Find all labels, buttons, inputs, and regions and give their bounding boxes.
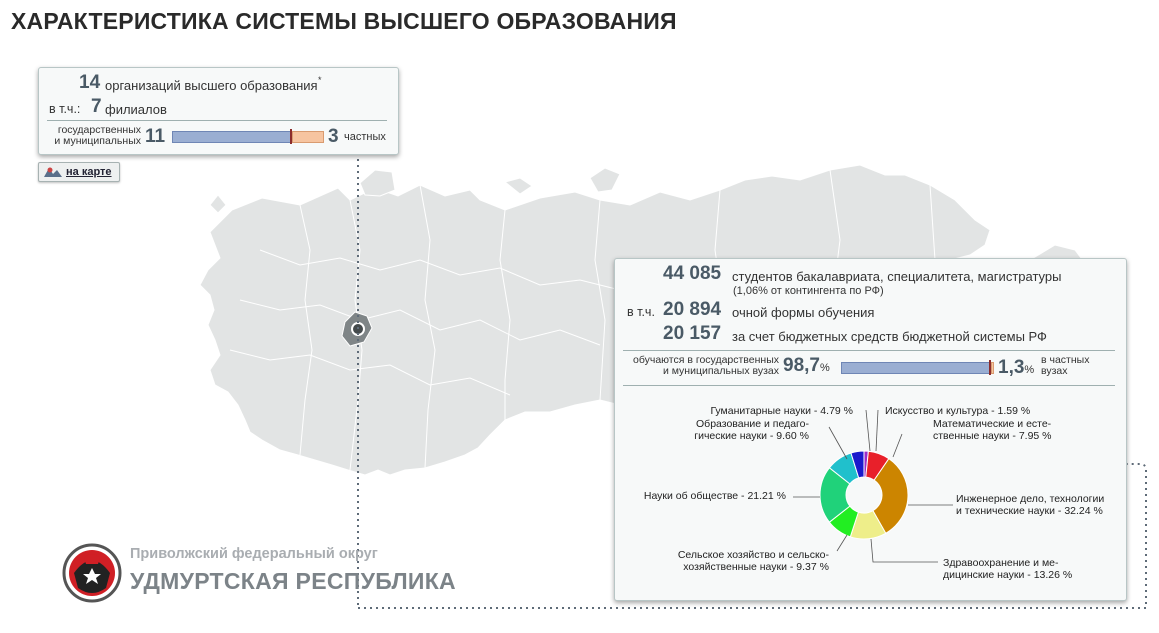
private-share-bar [292,131,324,143]
branches-text: филиалов [105,102,167,117]
private-label: частных [344,131,386,143]
students-share-text: (1,06% от контингента по РФ) [733,285,884,297]
budget-text: за счет бюджетных средств бюджетной сист… [732,329,1047,344]
map-icon [44,167,62,177]
share-divider [290,129,292,144]
fulltime-count: 20 894 [663,299,722,320]
page-title: ХАРАКТЕРИСТИКА СИСТЕМЫ ВЫСШЕГО ОБРАЗОВАН… [11,8,677,34]
region-name: УДМУРТСКАЯ РЕСПУБЛИКА [130,568,456,594]
slice-label-arts: Искусство и культура - 1.59 % [885,405,1031,417]
private-study-pct: 1,3% [998,357,1035,378]
org-count-text: организаций высшего образования [105,78,318,93]
slice-label-health: Здравоохранение и ме- дицинские науки - … [943,557,1073,581]
students-card: 44 085 студентов бакалавриата, специалит… [614,258,1127,601]
organizations-card: 14 организаций высшего образования * в т… [38,67,399,155]
study-share-divider [989,360,991,375]
show-on-map-button[interactable]: на карте [38,162,120,182]
private-count: 3 [328,126,339,147]
fields-of-study-chart [793,409,953,563]
slice-humanities[interactable] [850,450,865,479]
fulltime-prefix: в т.ч. [627,305,655,319]
state-study-pct: 98,7% [783,355,830,376]
region-block: Приволжский федеральный округ УДМУРТСКАЯ… [60,540,460,610]
slice-label-social: Науки об обществе - 21.21 % [643,490,786,502]
state-label: государственных и муниципальных [54,124,141,147]
state-count: 11 [145,126,166,147]
students-total: 44 085 [663,263,722,284]
udmurtia-emblem-icon [62,543,122,603]
slice-label-humanities: Гуманитарные науки - 4.79 % [710,405,853,417]
private-study-bar [991,362,994,374]
budget-count: 20 157 [663,323,722,344]
branches-prefix: в т.ч.: [49,102,81,116]
org-count: 14 [79,72,101,93]
state-share-bar [172,131,292,143]
branches-count: 7 [91,96,102,117]
slice-label-engineering: Инженерное дело, технологии и технически… [956,493,1105,517]
org-asterisk: * [318,75,322,85]
slice-label-education: Образование и педаго- гические науки - 9… [694,418,809,442]
show-on-map-label: на карте [66,166,112,178]
students-total-text: студентов бакалавриата, специалитета, ма… [732,269,1062,284]
state-study-label: обучаются в государственных и муниципаль… [632,354,779,377]
slice-label-agriculture: Сельское хозяйство и сельско- хозяйствен… [677,549,829,573]
slice-label-math: Математические и есте- ственные науки - … [933,418,1052,442]
district-name: Приволжский федеральный округ [130,546,378,562]
private-study-label: в частных вузах [1041,354,1090,377]
slice-engineering[interactable] [872,457,909,534]
fulltime-text: очной формы обучения [732,305,875,320]
